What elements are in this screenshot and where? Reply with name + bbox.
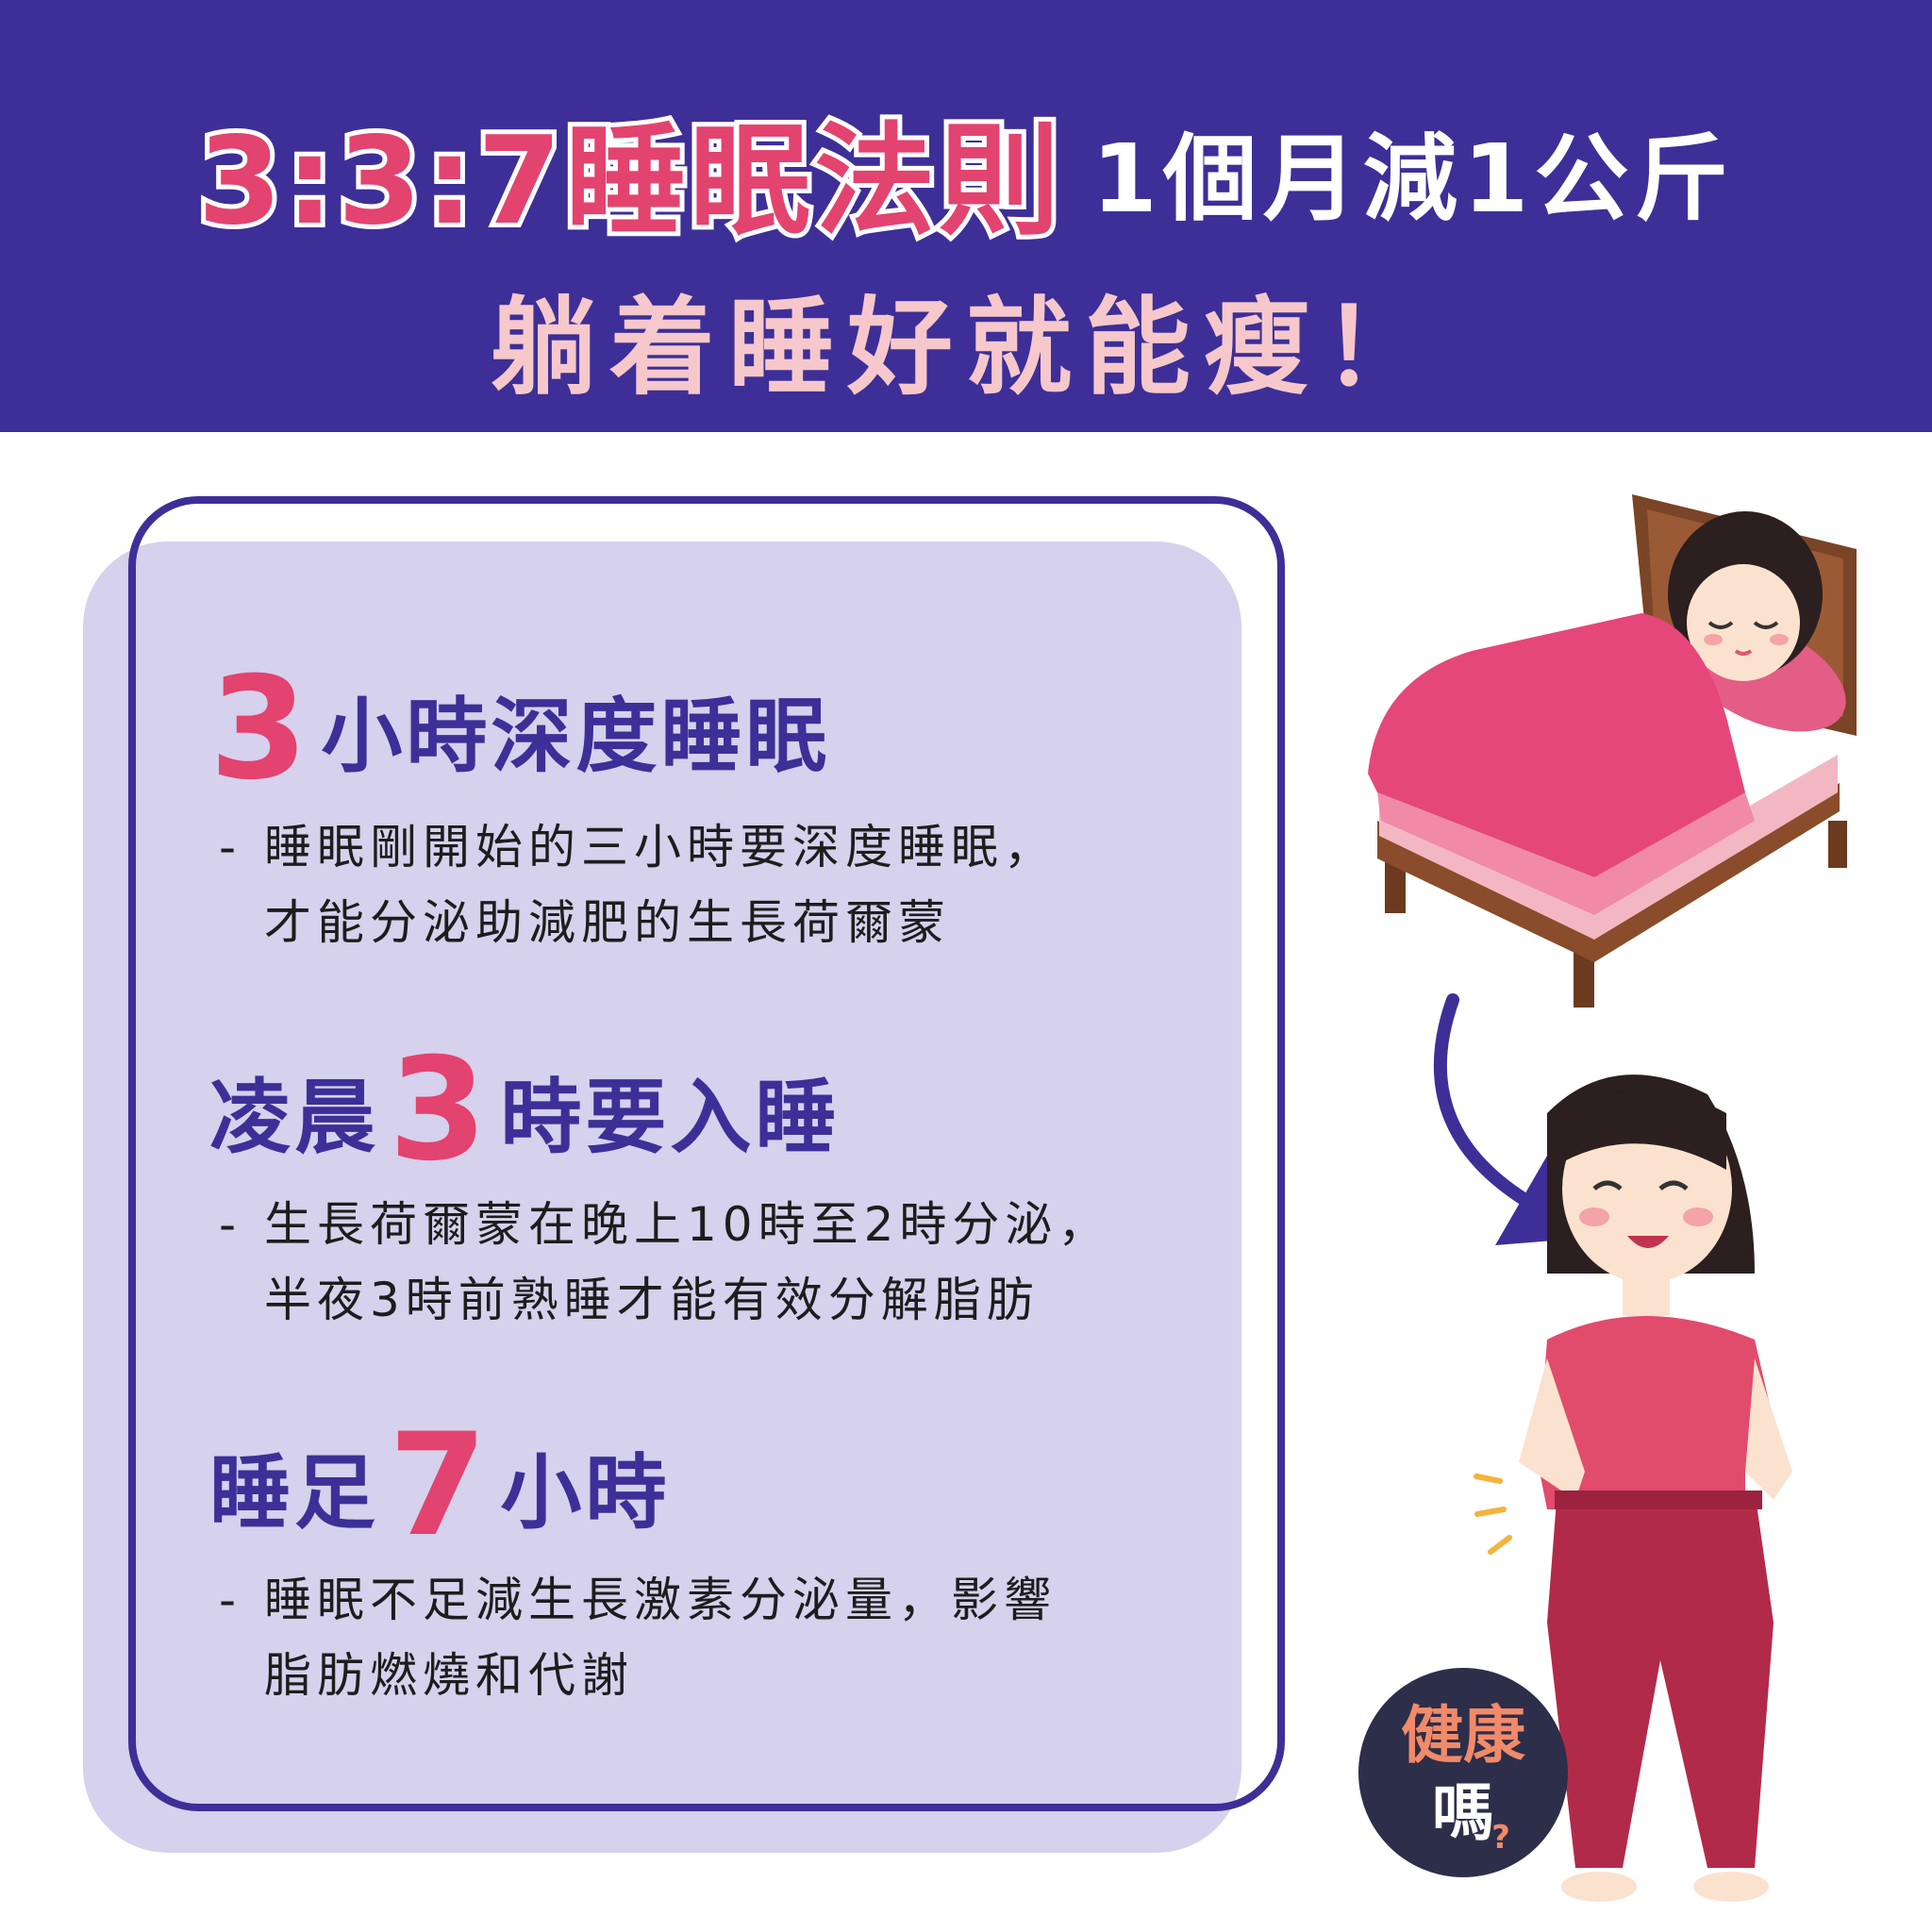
section-2-title: 凌晨3 時要入睡 [209, 1028, 840, 1192]
title-row: 3:3:7睡眠法則 1個月減1公斤 [0, 83, 1932, 258]
section-2-title-post: 時要入睡 [500, 1071, 841, 1165]
section-3-line-2: 脂肪燃燒和代謝 [264, 1648, 634, 1703]
badge-line-2: 嗎 [1432, 1776, 1494, 1849]
title-tagline: 1個月減1公斤 [1091, 124, 1735, 234]
section-1-line-2: 才能分泌助減肥的生長荷爾蒙 [264, 895, 951, 950]
section-2-number: 3 [389, 1028, 491, 1192]
section-3-number: 7 [389, 1404, 491, 1568]
section-3-title-post: 小時 [500, 1446, 671, 1541]
card-frame [128, 496, 1285, 1811]
section-2-line-2: 半夜3時前熟睡才能有效分解脂肪 [264, 1273, 1040, 1327]
health-badge-logo: 健康 嗎 ? [1358, 1668, 1568, 1877]
card-background [83, 541, 1241, 1853]
section-3-title: 睡足7 小時 [209, 1404, 670, 1568]
section-1-title-post: 小時深度睡眠 [321, 690, 831, 784]
section-3-title-pre: 睡足 [209, 1446, 379, 1541]
happy-woman-illustration [1474, 1074, 1792, 1902]
subtitle: 躺着睡好就能瘦！ [491, 287, 1441, 409]
badge-question-mark: ? [1491, 1819, 1510, 1857]
section-1-description: - 睡眠剛開始的三小時要深度睡眠， 才能分泌助減肥的生長荷爾蒙 [219, 820, 1057, 950]
section-1-title: 3 小時深度睡眠 [209, 647, 830, 811]
page-title: 3:3:7睡眠法則 [193, 107, 1065, 257]
section-1-number: 3 [209, 647, 312, 811]
sleeping-woman-illustration [1368, 494, 1857, 1008]
section-2-description: - 生長荷爾蒙在晚上10時至2時分泌， 半夜3時前熟睡才能有效分解脂肪 [219, 1197, 1111, 1327]
section-1-line-1: 睡眠剛開始的三小時要深度睡眠， [264, 820, 1057, 874]
section-3-line-1: 睡眠不足減生長激素分泌量，影響 [264, 1573, 1057, 1627]
section-2-title-pre: 凌晨 [209, 1071, 379, 1165]
section-2-line-1: 生長荷爾蒙在晚上10時至2時分泌， [264, 1197, 1111, 1252]
header-banner: 3:3:7睡眠法則 1個月減1公斤 躺着睡好就能瘦！ [0, 0, 1932, 432]
section-3-description: - 睡眠不足減生長激素分泌量，影響 脂肪燃燒和代謝 [219, 1573, 1057, 1703]
badge-line-1: 健康 [1401, 1699, 1525, 1772]
